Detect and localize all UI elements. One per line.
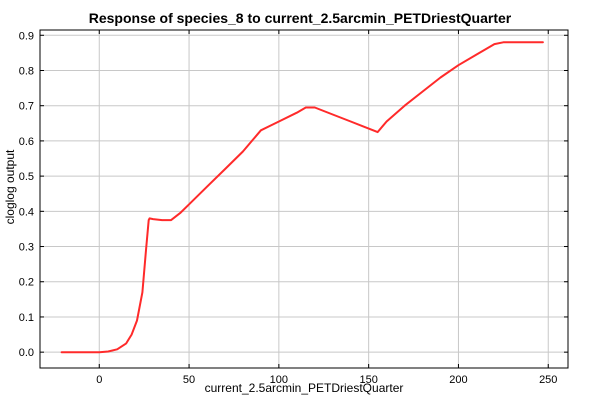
x-tick-label: 100 [270, 374, 288, 386]
y-tick-label: 0.9 [19, 30, 34, 42]
y-tick-label: 0.2 [19, 277, 34, 289]
y-tick-label: 0.3 [19, 242, 34, 254]
plot-frame [39, 29, 569, 369]
y-tick-label: 0.0 [19, 347, 34, 359]
x-tick-label: 0 [96, 374, 102, 386]
y-tick-label: 0.4 [19, 206, 34, 218]
x-tick-label: 250 [539, 374, 557, 386]
y-tick-label: 0.8 [19, 65, 34, 77]
y-tick-label: 0.7 [19, 101, 34, 113]
y-tick-label: 0.5 [19, 171, 34, 183]
x-tick-label: 150 [359, 374, 377, 386]
y-tick-label: 0.6 [19, 136, 34, 148]
chart-title: Response of species_8 to current_2.5arcm… [88, 10, 512, 26]
x-tick-label: 50 [183, 374, 195, 386]
x-axis-label: current_2.5arcmin_PETDriestQuarter [204, 381, 404, 395]
series-line [60, 41, 544, 354]
y-tick-label: 0.1 [19, 312, 34, 324]
y-axis-label: cloglog output [3, 149, 17, 225]
x-tick-label: 200 [449, 374, 467, 386]
